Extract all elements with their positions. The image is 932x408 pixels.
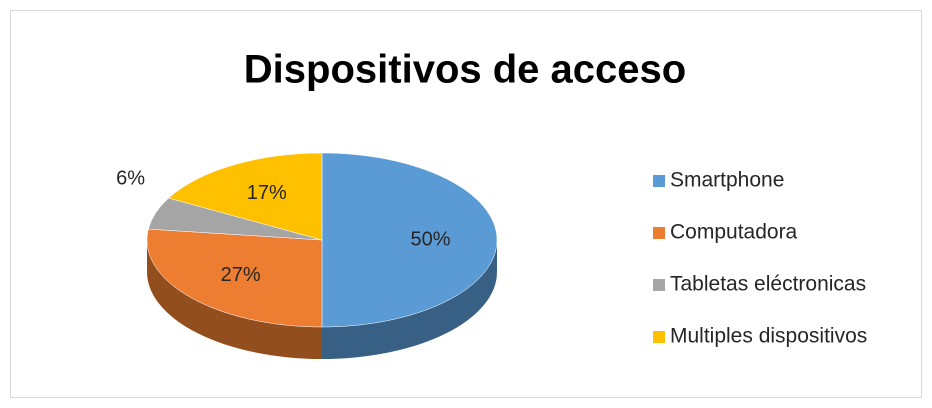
legend-label: Multiples dispositivos (670, 325, 867, 348)
legend-label: Smartphone (670, 169, 784, 192)
legend-label: Tabletas eléctronicas (670, 273, 866, 296)
pie-slice (146, 228, 323, 328)
data-label: 27% (221, 264, 261, 286)
data-label: 6% (116, 167, 145, 189)
legend-swatch (653, 175, 665, 187)
legend-swatch (653, 227, 665, 239)
pie-slice (168, 152, 323, 241)
pie-side (147, 240, 322, 359)
legend-swatch (653, 279, 665, 291)
data-label: 50% (410, 228, 450, 250)
legend-label: Computadora (670, 221, 798, 244)
pie-side (322, 240, 497, 359)
chart-title: Dispositivos de acceso (244, 48, 686, 92)
data-label: 17% (247, 182, 287, 204)
pie-slice (321, 152, 498, 328)
legend-swatch (653, 331, 665, 343)
